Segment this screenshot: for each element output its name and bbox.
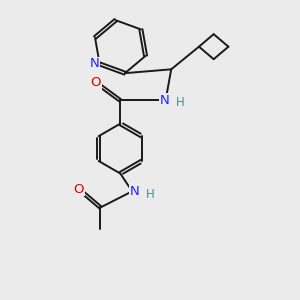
- Text: N: N: [159, 94, 169, 107]
- Text: N: N: [90, 58, 100, 70]
- Text: N: N: [130, 185, 139, 198]
- Text: H: H: [146, 188, 154, 201]
- Text: O: O: [74, 183, 84, 196]
- Text: O: O: [90, 76, 101, 89]
- Text: H: H: [176, 96, 185, 109]
